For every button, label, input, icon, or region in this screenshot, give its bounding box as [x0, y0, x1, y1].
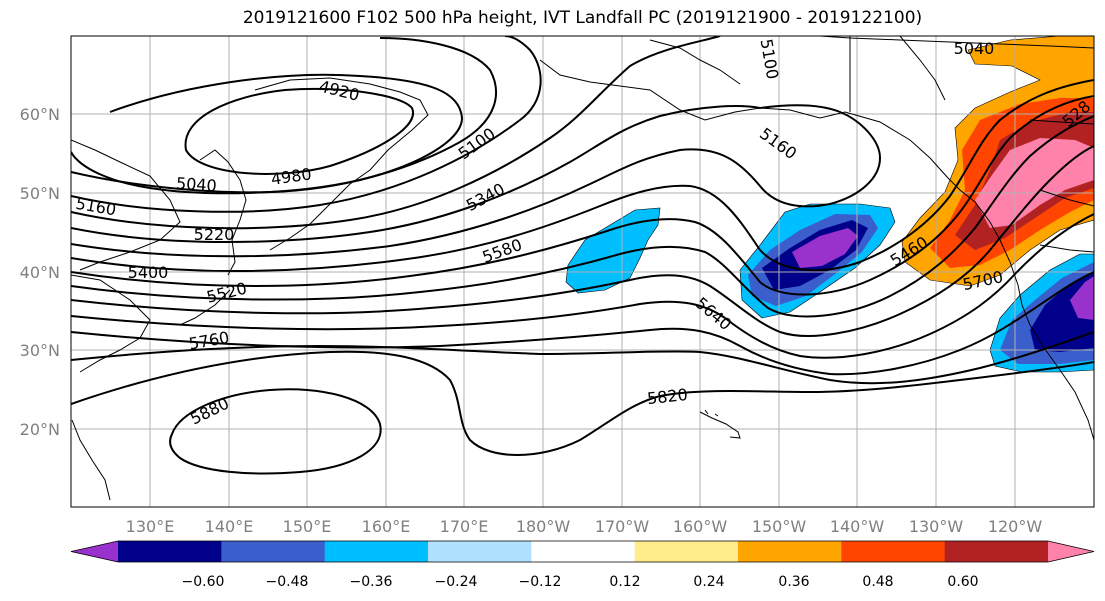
colorbar-segment — [944, 541, 1049, 562]
contour-label: 5040 — [954, 39, 995, 58]
map-title: 2019121600 F102 500 hPa height, IVT Land… — [242, 8, 923, 28]
contour-label: 5400 — [128, 263, 169, 282]
lon-label: 160°W — [673, 517, 728, 536]
lon-label: 140°W — [830, 517, 885, 536]
colorbar-extend-high — [1048, 541, 1094, 562]
colorbar-segment — [738, 541, 842, 562]
colorbar-segment — [221, 541, 326, 562]
colorbar-segment — [118, 541, 222, 562]
lon-label: 180°W — [516, 517, 571, 536]
colorbar-ticks: −0.60 −0.48 −0.36 −0.24 −0.12 0.12 0.24 … — [182, 574, 979, 590]
colorbar-tick-label: 0.36 — [778, 574, 809, 590]
lon-label: 170°W — [595, 517, 650, 536]
colorbar-tick-label: −0.12 — [519, 574, 562, 590]
colorbar-tick-label: 0.60 — [947, 574, 978, 590]
contour-label: 5040 — [175, 174, 217, 196]
lon-label: 170°E — [440, 517, 489, 536]
latitude-labels: 60°N 50°N 40°N 30°N 20°N — [20, 105, 60, 439]
contour-labels: 4920 4980 5040 5040 5100 5100 5160 5160 … — [74, 37, 1094, 428]
lon-label: 160°E — [362, 517, 411, 536]
colorbar-tick-label: 0.24 — [693, 574, 724, 590]
lon-label: 150°W — [752, 517, 807, 536]
colorbar — [70, 540, 1095, 563]
colorbar-segment — [841, 541, 946, 562]
height-contours — [71, 36, 1094, 475]
lon-label: 130°W — [909, 517, 964, 536]
longitude-labels: 130°E 140°E 150°E 160°E 170°E 180°W 170°… — [126, 517, 1043, 536]
colorbar-tick-label: −0.36 — [350, 574, 393, 590]
colorbar-outline — [70, 540, 1095, 563]
colorbar-tick-label: 0.48 — [862, 574, 893, 590]
lon-label: 140°E — [205, 517, 254, 536]
colorbar-segment — [634, 541, 739, 562]
colorbar-tick-label: −0.24 — [435, 574, 478, 590]
map-border — [70, 35, 1095, 508]
lat-label: 40°N — [20, 263, 60, 282]
colorbar-tick-label: 0.12 — [609, 574, 640, 590]
lon-label: 130°E — [126, 517, 175, 536]
colorbar-extend-low — [71, 541, 118, 562]
colorbar-segment — [531, 541, 636, 562]
lat-label: 60°N — [20, 105, 60, 124]
ivt-shading-layer — [565, 36, 1094, 373]
lon-label: 120°W — [988, 517, 1043, 536]
colorbar-tick-label: −0.60 — [182, 574, 225, 590]
lat-label: 20°N — [20, 420, 60, 439]
lat-label: 30°N — [20, 341, 60, 360]
contour-label: 5820 — [646, 385, 688, 408]
lon-label: 150°E — [283, 517, 332, 536]
colorbar-segment — [428, 541, 532, 562]
colorbar-tick-label: −0.48 — [266, 574, 309, 590]
lat-label: 50°N — [20, 184, 60, 203]
contour-label: 5220 — [194, 225, 235, 244]
colorbar-segment — [324, 541, 429, 562]
